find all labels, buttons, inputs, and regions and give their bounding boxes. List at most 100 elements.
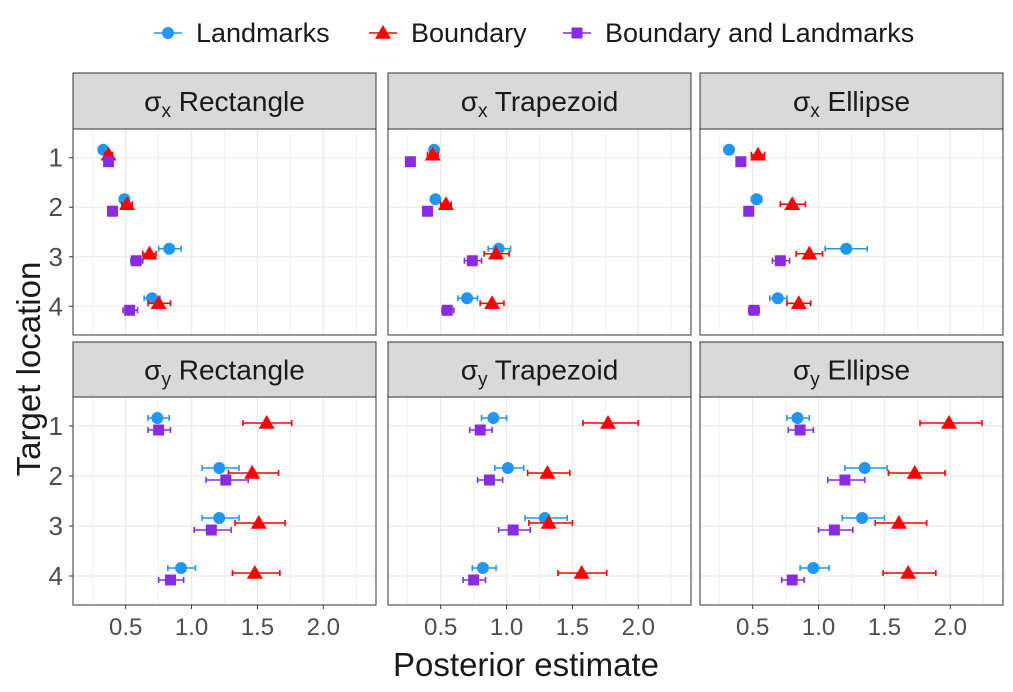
point-marker — [422, 205, 434, 217]
point-marker — [807, 562, 820, 574]
point-location-2 — [779, 196, 807, 211]
legend-key-circle-icon — [162, 27, 174, 39]
point-marker — [213, 462, 226, 474]
point-location-2 — [743, 205, 755, 217]
point-location-1 — [787, 424, 815, 436]
point-location-3 — [497, 524, 532, 536]
point-location-3 — [201, 512, 240, 524]
point-marker — [250, 515, 267, 529]
legend-item-boundary: Boundary — [369, 18, 527, 48]
point-marker — [151, 412, 164, 424]
panel-border — [387, 396, 692, 606]
point-location-1 — [786, 412, 811, 424]
point-location-1 — [749, 146, 766, 161]
point-location-4 — [457, 292, 479, 305]
point-marker — [487, 412, 500, 424]
y-tick-label: 2 — [49, 192, 63, 222]
point-location-2 — [429, 193, 442, 206]
y-tick-label: 2 — [49, 461, 63, 491]
point-marker — [839, 474, 851, 486]
point-marker — [906, 465, 923, 479]
point-location-3 — [817, 524, 854, 536]
point-marker — [103, 156, 115, 168]
legend-label: Boundary and Landmarks — [605, 18, 914, 48]
point-location-1 — [147, 424, 172, 436]
point-location-4 — [147, 295, 172, 310]
gridlines — [700, 129, 1003, 335]
point-location-2 — [826, 474, 866, 486]
series-boundary-and-landmarks — [735, 156, 791, 316]
point-location-1 — [242, 415, 293, 429]
point-marker — [163, 242, 176, 255]
point-marker — [900, 565, 917, 579]
point-location-4 — [799, 562, 830, 574]
point-marker — [461, 292, 474, 305]
facet-strip — [699, 72, 1004, 130]
point-location-4 — [471, 562, 497, 574]
point-location-4 — [462, 574, 487, 586]
point-marker — [146, 292, 159, 305]
point-marker — [258, 415, 275, 429]
series-boundary-and-landmarks — [103, 156, 144, 316]
point-marker — [794, 424, 806, 436]
point-location-2 — [526, 465, 571, 479]
panel-sigma-x-ellipse: σx Ellipse — [699, 72, 1004, 336]
point-marker — [483, 474, 495, 486]
point-marker — [205, 524, 217, 536]
point-marker — [749, 146, 766, 161]
point-marker — [476, 562, 489, 574]
point-marker — [474, 424, 486, 436]
point-location-2 — [437, 196, 454, 211]
facet-strip — [387, 72, 692, 130]
point-marker — [150, 295, 167, 310]
point-location-3 — [795, 245, 824, 260]
panel-border — [699, 396, 1004, 606]
point-location-4 — [122, 304, 139, 316]
point-marker — [488, 245, 505, 260]
point-marker — [246, 565, 263, 579]
gridlines — [73, 129, 376, 335]
point-marker — [743, 205, 755, 217]
point-marker — [735, 156, 747, 168]
panel-border — [72, 128, 377, 336]
point-location-2 — [107, 205, 119, 217]
x-tick-label: 0.5 — [109, 614, 142, 641]
point-location-1 — [468, 424, 493, 436]
point-location-2 — [476, 474, 504, 486]
y-tick-label: 3 — [49, 511, 63, 541]
series-boundary — [526, 415, 640, 579]
x-tick-label: 1.0 — [490, 614, 523, 641]
facet-title: σy Rectangle — [144, 355, 305, 391]
point-location-3 — [528, 515, 574, 529]
point-location-3 — [483, 245, 511, 260]
legend: Landmarks Boundary Boundary and Landmarks — [154, 18, 914, 48]
point-marker — [468, 574, 480, 586]
point-marker — [141, 245, 158, 260]
point-marker — [722, 143, 735, 156]
point-marker — [774, 255, 786, 267]
point-marker — [441, 304, 453, 316]
point-location-2 — [205, 474, 250, 486]
legend-label: Boundary — [411, 18, 527, 48]
point-location-2 — [844, 462, 888, 474]
series-boundary — [749, 146, 824, 310]
point-marker — [784, 196, 801, 211]
point-location-1 — [103, 156, 115, 168]
point-marker — [573, 565, 590, 579]
panel-sigma-y-rectangle: σy Rectangle 1 2 3 4 0.5 1.0 1.5 2.0 — [49, 341, 377, 641]
legend-key-triangle-icon — [375, 25, 391, 39]
x-tick-labels: 0.5 1.0 1.5 2.0 — [109, 605, 340, 641]
point-location-1 — [735, 156, 747, 168]
point-marker — [801, 245, 818, 260]
point-location-3 — [771, 255, 791, 267]
series-landmarks — [786, 412, 888, 574]
point-location-2 — [493, 462, 525, 474]
point-marker — [437, 196, 454, 211]
y-tick-label: 1 — [49, 143, 63, 173]
point-location-4 — [780, 574, 805, 586]
point-location-3 — [841, 512, 886, 524]
x-tick-label: 1.5 — [556, 614, 589, 641]
point-marker — [153, 424, 165, 436]
point-location-2 — [201, 462, 240, 474]
